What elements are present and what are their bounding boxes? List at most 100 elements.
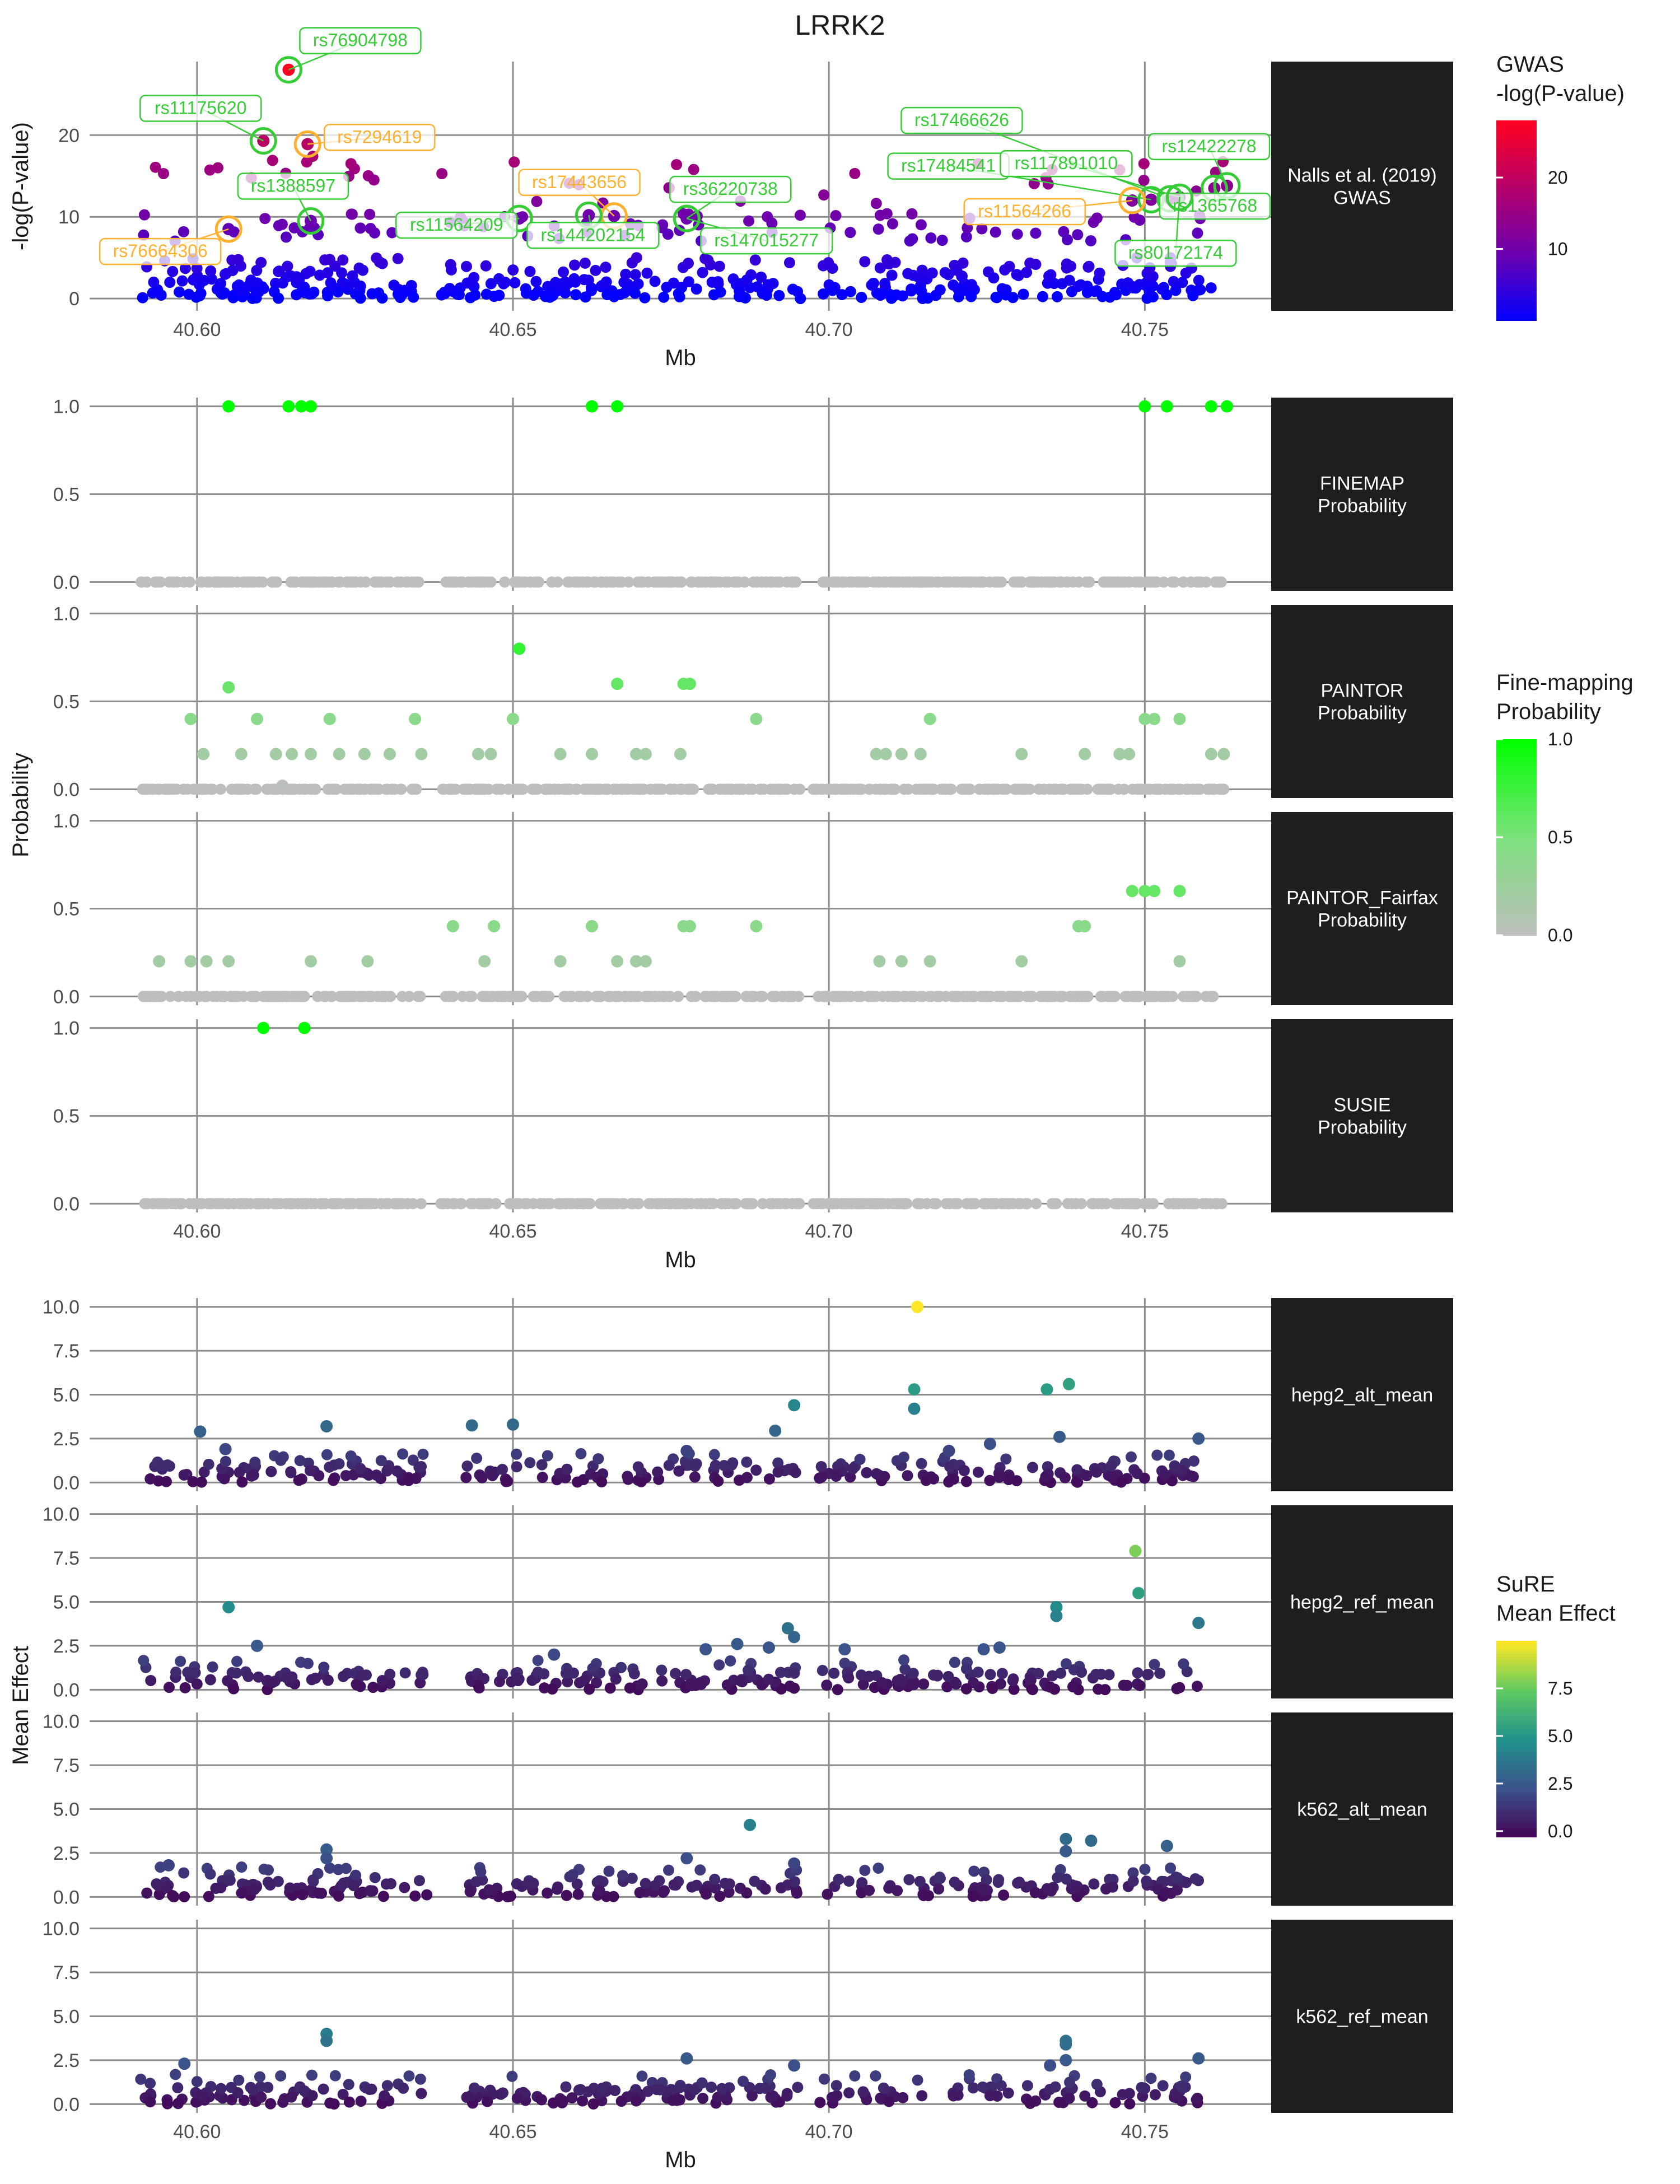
probability-point <box>513 642 526 655</box>
facet-strip <box>1271 1505 1453 1698</box>
probability-zero-point <box>969 576 981 588</box>
effect-point <box>548 2097 559 2109</box>
probability-zero-point <box>1118 783 1130 795</box>
probability-point <box>630 955 643 968</box>
legend-colorbar-segment <box>1496 795 1537 799</box>
snp-highlight-ring <box>274 56 302 84</box>
gwas-point <box>227 264 239 276</box>
effect-point <box>179 1891 190 1902</box>
effect-point <box>207 1661 218 1673</box>
legend-colorbar-segment <box>1496 1791 1537 1795</box>
probability-point <box>639 748 652 760</box>
probability-zero-point <box>742 1198 754 1210</box>
probability-point <box>1173 885 1186 898</box>
legend-colorbar-segment <box>1496 263 1537 268</box>
effect-point <box>1139 1864 1151 1875</box>
probability-zero-point <box>1208 783 1220 795</box>
effect-point <box>204 1674 216 1686</box>
gwas-point <box>1128 211 1140 223</box>
gwas-point <box>436 168 448 180</box>
gwas-point <box>741 274 753 286</box>
probability-zero-point <box>412 991 424 1002</box>
gwas-point <box>990 226 1001 238</box>
legend-colorbar-segment <box>1496 310 1537 315</box>
effect-point <box>152 1880 164 1892</box>
effect-point <box>470 1876 482 1888</box>
effect-point <box>1187 1471 1199 1482</box>
probability-zero-point <box>787 991 799 1002</box>
effect-point <box>856 1877 868 1889</box>
probability-point <box>895 748 908 760</box>
effect-point <box>849 2070 861 2082</box>
probability-zero-point <box>830 783 842 795</box>
gwas-point <box>469 289 481 301</box>
effect-point <box>706 2082 717 2093</box>
gwas-point <box>530 276 542 287</box>
effect-highlight-point <box>781 1622 794 1635</box>
gwas-point <box>364 208 376 220</box>
effect-point <box>307 1874 319 1886</box>
probability-zero-point <box>368 576 380 588</box>
gwas-point <box>683 258 694 269</box>
effect-point <box>948 2090 959 2102</box>
effect-highlight-point <box>699 1643 712 1656</box>
effect-point <box>535 2094 547 2106</box>
effect-point <box>716 2083 728 2094</box>
gwas-point <box>990 291 1002 303</box>
probability-point <box>304 748 317 760</box>
effect-highlight-point <box>222 1600 235 1613</box>
legend-colorbar-segment <box>1496 834 1537 838</box>
effect-point <box>1117 2089 1128 2101</box>
probability-zero-point <box>1158 576 1170 588</box>
effect-point <box>857 1678 869 1690</box>
gwas-point <box>1066 286 1077 297</box>
legend-colorbar-segment <box>1496 1752 1537 1756</box>
gwas-point <box>276 218 288 230</box>
effect-point <box>375 1455 387 1467</box>
probability-zero-point <box>889 576 901 588</box>
legend-colorbar-segment <box>1496 150 1537 155</box>
effect-point <box>815 1461 827 1473</box>
legend-colorbar-segment <box>1496 1739 1537 1743</box>
legend-colorbar-segment <box>1496 899 1537 903</box>
gwas-point <box>600 276 612 288</box>
legend-tick-label: 0.0 <box>1548 1821 1572 1841</box>
probability-point <box>923 712 936 725</box>
legend-tick-label: 0.0 <box>1548 925 1572 945</box>
effect-point <box>659 1885 670 1897</box>
probability-zero-point <box>933 991 945 1002</box>
effect-highlight-point <box>1050 1609 1063 1622</box>
legend-colorbar-segment <box>1496 293 1537 298</box>
probability-zero-point <box>1119 991 1131 1002</box>
probability-point <box>1173 955 1186 968</box>
legend-colorbar-segment <box>1496 818 1537 822</box>
probability-zero-point <box>794 783 806 795</box>
effect-point <box>828 1667 840 1679</box>
snp-label-box <box>518 169 641 197</box>
effect-point <box>502 1476 514 1487</box>
gwas-point <box>137 292 148 304</box>
gwas-point <box>792 286 804 297</box>
gwas-point <box>836 289 848 301</box>
probability-zero-point <box>758 783 769 795</box>
effect-highlight-point <box>162 1859 175 1872</box>
gwas-point <box>902 268 914 279</box>
gwas-point <box>743 215 755 227</box>
gwas-point <box>827 284 838 296</box>
legend-colorbar-segment <box>1496 788 1537 792</box>
snp-highlight-ring <box>1118 186 1146 214</box>
legend-colorbar-segment <box>1496 184 1537 188</box>
effect-point <box>816 1665 828 1677</box>
probability-zero-point <box>961 1198 973 1210</box>
effect-point <box>353 1888 365 1900</box>
probability-zero-point <box>1140 1198 1151 1210</box>
effect-point <box>475 1866 487 1878</box>
effect-point <box>714 1891 726 1902</box>
gwas-point <box>388 279 400 291</box>
probability-zero-point <box>956 783 968 795</box>
effect-point <box>263 1864 274 1876</box>
snp-label-box <box>237 172 349 200</box>
y-tick-label: 2.5 <box>53 1843 80 1864</box>
legend-colorbar-segment <box>1496 267 1537 271</box>
effect-point <box>912 2074 923 2086</box>
